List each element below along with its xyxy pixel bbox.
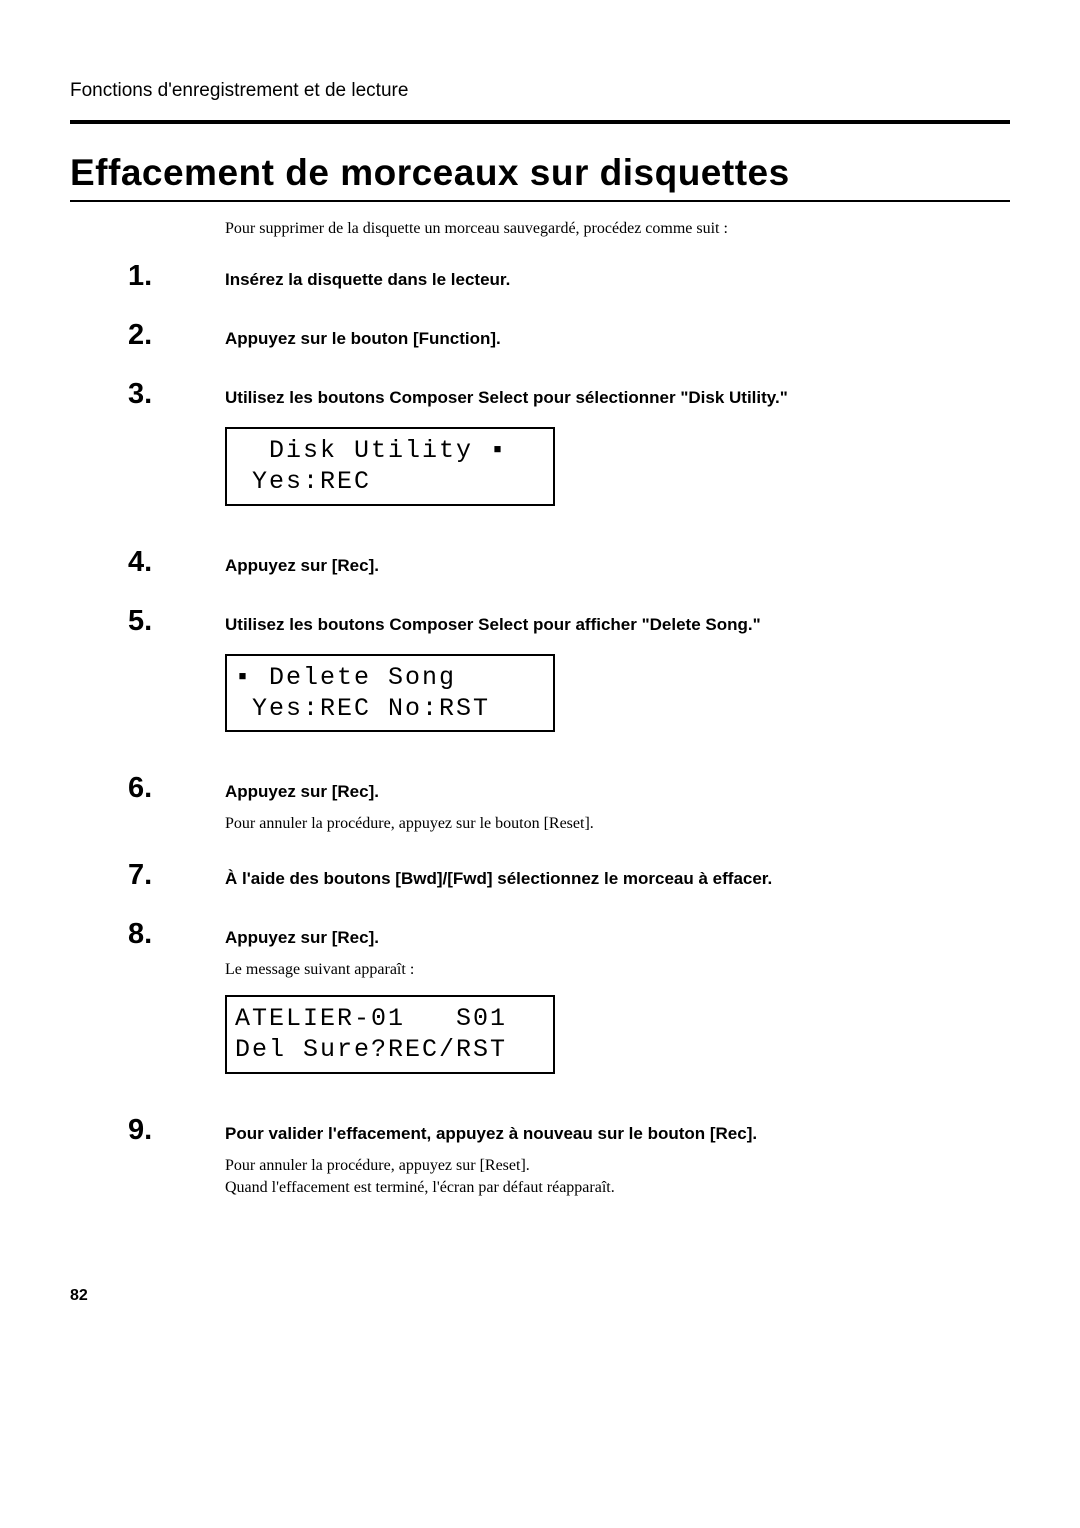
thin-rule xyxy=(70,200,1010,202)
thick-rule xyxy=(70,120,1010,124)
intro-text: Pour supprimer de la disquette un morcea… xyxy=(225,220,1010,238)
step-row: 5. Utilisez les boutons Composer Select … xyxy=(70,605,1010,638)
step-row: 1. Insérez la disquette dans le lecteur. xyxy=(70,260,1010,293)
body-note: Quand l'effacement est terminé, l'écran … xyxy=(225,1179,1010,1197)
step-number: 5. xyxy=(70,605,225,638)
step-row: 3. Utilisez les boutons Composer Select … xyxy=(70,378,1010,411)
lcd-display: ▪ Delete Song Yes:REC No:RST xyxy=(225,654,555,733)
lcd-display: Disk Utility ▪ Yes:REC xyxy=(225,427,555,506)
step-number: 9. xyxy=(70,1114,225,1147)
step-text: Appuyez sur [Rec]. xyxy=(225,928,379,948)
step-text: Utilisez les boutons Composer Select pou… xyxy=(225,388,788,408)
page-number: 82 xyxy=(70,1287,1010,1305)
step-row: 8. Appuyez sur [Rec]. xyxy=(70,918,1010,951)
step-row: 2. Appuyez sur le bouton [Function]. xyxy=(70,319,1010,352)
step-number: 4. xyxy=(70,546,225,579)
step-text: À l'aide des boutons [Bwd]/[Fwd] sélecti… xyxy=(225,869,772,889)
body-note: Le message suivant apparaît : xyxy=(225,961,1010,979)
step-number: 7. xyxy=(70,859,225,892)
step-number: 3. xyxy=(70,378,225,411)
step-text: Pour valider l'effacement, appuyez à nou… xyxy=(225,1124,757,1144)
step-text: Insérez la disquette dans le lecteur. xyxy=(225,270,510,290)
step-number: 1. xyxy=(70,260,225,293)
step-row: 9. Pour valider l'effacement, appuyez à … xyxy=(70,1114,1010,1147)
step-row: 6. Appuyez sur [Rec]. xyxy=(70,772,1010,805)
main-title: Effacement de morceaux sur disquettes xyxy=(70,152,1010,194)
body-note: Pour annuler la procédure, appuyez sur [… xyxy=(225,1157,1010,1175)
step-row: 7. À l'aide des boutons [Bwd]/[Fwd] séle… xyxy=(70,859,1010,892)
step-text: Appuyez sur le bouton [Function]. xyxy=(225,329,501,349)
step-text: Appuyez sur [Rec]. xyxy=(225,556,379,576)
step-number: 8. xyxy=(70,918,225,951)
step-number: 6. xyxy=(70,772,225,805)
step-text: Utilisez les boutons Composer Select pou… xyxy=(225,615,761,635)
section-header: Fonctions d'enregistrement et de lecture xyxy=(70,80,1010,106)
body-note: Pour annuler la procédure, appuyez sur l… xyxy=(225,815,1010,833)
step-row: 4. Appuyez sur [Rec]. xyxy=(70,546,1010,579)
step-text: Appuyez sur [Rec]. xyxy=(225,782,379,802)
step-number: 2. xyxy=(70,319,225,352)
lcd-display: ATELIER-01 S01 Del Sure?REC/RST xyxy=(225,995,555,1074)
